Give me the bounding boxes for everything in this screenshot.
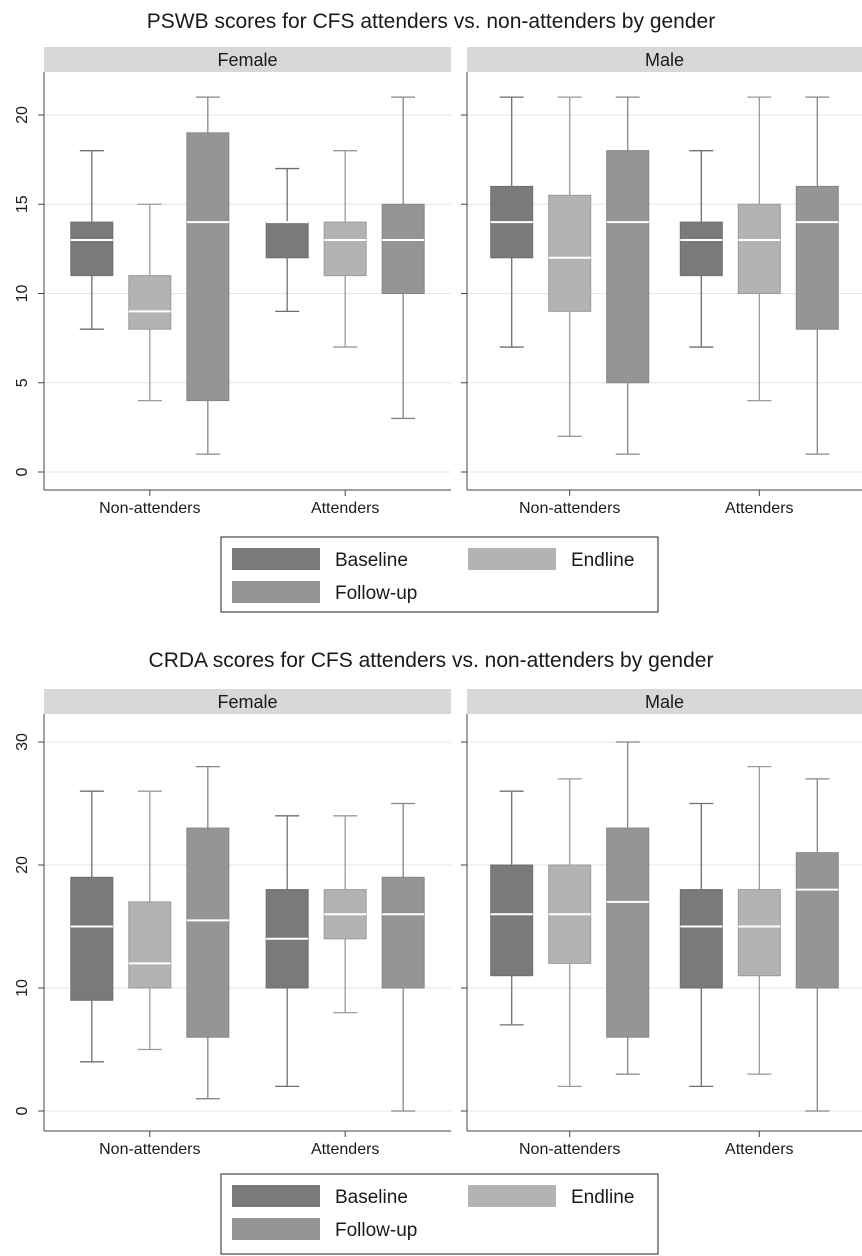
x-category-label: Attenders [311, 1141, 379, 1158]
box-endline [128, 901, 172, 989]
legend-label: Follow-up [335, 1220, 417, 1241]
box-follow-up [795, 852, 839, 989]
box-follow-up [381, 203, 425, 294]
box-follow-up [186, 827, 230, 1038]
y-tick-label: 10 [14, 979, 31, 997]
y-tick-label: 30 [14, 733, 31, 751]
legend-label: Baseline [335, 1187, 408, 1208]
y-tick-label: 15 [14, 195, 31, 213]
y-tick-label: 10 [14, 285, 31, 303]
box-endline [737, 889, 781, 977]
box-endline [323, 221, 367, 277]
box-baseline [265, 221, 309, 259]
x-category-label: Attenders [725, 500, 793, 517]
panel-label: Female [217, 50, 277, 70]
panel-label: Male [645, 50, 684, 70]
box-baseline [70, 221, 114, 277]
panel-strip [467, 47, 862, 72]
box-follow-up [795, 185, 839, 330]
panel-strip [44, 47, 451, 72]
legend-label: Baseline [335, 550, 408, 571]
y-tick-label: 20 [14, 856, 31, 874]
legend-swatch [468, 548, 556, 570]
x-category-label: Non-attenders [519, 1141, 620, 1158]
y-tick-label: 5 [14, 378, 31, 387]
panel-strip [44, 689, 451, 714]
box-follow-up [606, 827, 650, 1038]
legend-label: Endline [571, 550, 634, 571]
box-endline [737, 203, 781, 294]
legend-label: Follow-up [335, 583, 417, 604]
box-baseline [490, 864, 534, 977]
legend-swatch [468, 1185, 556, 1207]
legend-swatch [232, 581, 320, 603]
x-category-label: Attenders [725, 1141, 793, 1158]
panel-label: Male [645, 692, 684, 712]
chart-title: CRDA scores for CFS attenders vs. non-at… [149, 649, 714, 672]
box-follow-up [186, 132, 230, 402]
legend-swatch [232, 548, 320, 570]
y-tick-label: 0 [14, 1106, 31, 1115]
chart-title: PSWB scores for CFS attenders vs. non-at… [147, 10, 715, 33]
panel-label: Female [217, 692, 277, 712]
box-baseline [679, 889, 723, 989]
x-category-label: Attenders [311, 500, 379, 517]
box-follow-up [381, 876, 425, 989]
box-baseline [679, 221, 723, 277]
legend-label: Endline [571, 1187, 634, 1208]
x-category-label: Non-attenders [519, 500, 620, 517]
box-endline [128, 275, 172, 330]
box-baseline [70, 876, 114, 1001]
panel-strip [467, 689, 862, 714]
box-endline [548, 194, 592, 312]
legend-swatch [232, 1218, 320, 1240]
y-tick-label: 0 [14, 467, 31, 476]
x-category-label: Non-attenders [99, 500, 200, 517]
legend-swatch [232, 1185, 320, 1207]
y-tick-label: 20 [14, 106, 31, 124]
box-follow-up [606, 150, 650, 384]
x-category-label: Non-attenders [99, 1141, 200, 1158]
